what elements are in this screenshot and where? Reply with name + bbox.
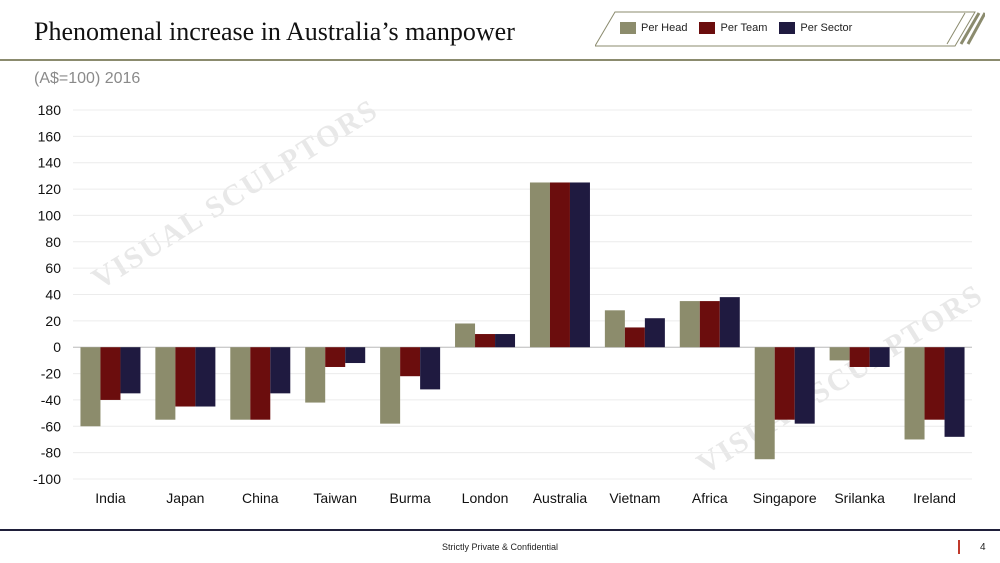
bar-per-sector	[944, 347, 965, 437]
x-tick-label: Ireland	[913, 490, 956, 506]
x-tick-label: London	[462, 490, 509, 506]
footer-accent-bar	[958, 540, 960, 554]
x-tick-label: Taiwan	[313, 490, 357, 506]
y-tick-label: -60	[41, 418, 61, 434]
y-tick-label: 120	[38, 181, 62, 197]
y-tick-label: -80	[41, 445, 61, 461]
x-tick-label: Singapore	[753, 490, 817, 506]
legend-label-per-head: Per Head	[641, 22, 688, 34]
bar-per-team	[774, 347, 795, 420]
y-tick-label: -100	[33, 471, 61, 487]
y-tick-label: 40	[45, 287, 61, 303]
x-axis: India Japan China Taiwan Burma London Australi…	[95, 490, 956, 506]
legend-label-per-team: Per Team	[720, 22, 768, 34]
page-title: Phenomenal increase in Australia’s manpo…	[34, 17, 515, 46]
bar-series	[80, 182, 965, 460]
bar-per-sector	[120, 347, 141, 394]
x-tick-label: India	[95, 490, 126, 506]
y-tick-label: 0	[53, 339, 61, 355]
y-tick-label: 20	[45, 313, 61, 329]
y-tick-label: 160	[38, 128, 62, 144]
bar-per-head	[904, 347, 925, 440]
bar-chart: VISUAL SCULPTORS VISUAL SCULPTORS 180160…	[33, 93, 989, 506]
bar-per-sector	[345, 347, 366, 364]
bar-per-team	[400, 347, 421, 377]
y-tick-label: 80	[45, 234, 61, 250]
bar-per-head	[829, 347, 850, 361]
x-tick-label: Australia	[533, 490, 588, 506]
y-tick-label: -20	[41, 366, 61, 382]
grid-lines	[73, 109, 972, 480]
bar-per-team	[475, 334, 496, 348]
bar-per-team	[325, 347, 346, 367]
bar-per-sector	[495, 334, 516, 348]
legend-item-per-sector: Per Sector	[779, 22, 852, 34]
legend-item-per-head: Per Head	[620, 22, 687, 34]
watermark-text-1: VISUAL SCULPTORS	[86, 93, 384, 296]
y-tick-label: 180	[38, 102, 62, 118]
bar-per-team	[849, 347, 870, 367]
bar-per-sector	[719, 297, 740, 348]
bar-per-sector	[569, 182, 590, 348]
footer-divider	[0, 529, 1000, 531]
chart-legend: Per Head Per Team Per Sector	[620, 22, 864, 34]
legend-swatch-per-head	[620, 22, 636, 34]
x-tick-label: Japan	[166, 490, 204, 506]
bar-per-team	[924, 347, 945, 420]
legend-swatch-per-team	[699, 22, 716, 34]
y-tick-label: 140	[38, 155, 62, 171]
bar-per-head	[604, 310, 625, 348]
bar-per-head	[754, 347, 775, 460]
bar-per-team	[175, 347, 196, 407]
legend-label-per-sector: Per Sector	[800, 22, 853, 34]
bar-per-sector	[644, 318, 665, 348]
y-tick-label: 60	[45, 260, 61, 276]
bar-per-team	[699, 301, 720, 348]
bar-per-head	[455, 323, 476, 348]
bar-per-head	[230, 347, 251, 420]
page-number: 4	[980, 542, 986, 553]
bar-per-team	[100, 347, 121, 400]
chart-subtitle: (A$=100) 2016	[34, 70, 141, 87]
bar-per-sector	[420, 347, 441, 390]
bar-per-head	[679, 301, 700, 348]
x-tick-label: Africa	[692, 490, 728, 506]
bar-per-sector	[270, 347, 291, 394]
bar-per-head	[80, 347, 101, 427]
bar-per-sector	[794, 347, 815, 424]
bar-per-head	[380, 347, 401, 424]
y-axis: 180 160 140 120 100 80 60 40 20 0 -20 -40 -60 -80 -100	[33, 102, 61, 487]
bar-per-sector	[195, 347, 216, 407]
bar-per-head	[529, 182, 550, 348]
x-tick-label: Vietnam	[609, 490, 660, 506]
x-tick-label: China	[242, 490, 279, 506]
y-tick-label: 100	[38, 207, 62, 223]
x-tick-label: Srilanka	[834, 490, 885, 506]
bar-per-sector	[869, 347, 890, 367]
bar-per-head	[155, 347, 176, 420]
bar-per-head	[305, 347, 326, 403]
bar-per-team	[549, 182, 570, 348]
bar-per-team	[624, 327, 645, 348]
bar-per-team	[250, 347, 271, 420]
footer-confidential: Strictly Private & Confidential	[441, 542, 559, 552]
header-divider	[0, 59, 1000, 61]
legend-item-per-team: Per Team	[699, 22, 767, 34]
y-tick-label: -40	[41, 392, 61, 408]
legend-swatch-per-sector	[779, 22, 796, 34]
x-tick-label: Burma	[390, 490, 431, 506]
